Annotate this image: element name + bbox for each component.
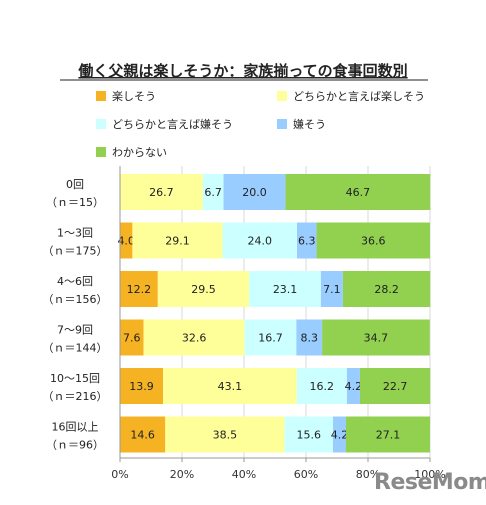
bar-segment-1-3	[202, 174, 224, 210]
category-n-3: （ｎ＝156）	[43, 293, 108, 306]
legend-label-1: 楽しそう	[112, 90, 156, 103]
data-label-2-5: 36.6	[361, 235, 386, 248]
bar-segment-5-2	[163, 368, 297, 404]
x-tick-label-1: 20%	[170, 468, 194, 481]
x-tick-label-5: 100%	[414, 468, 445, 481]
data-label-5-1: 13.9	[129, 380, 154, 393]
watermark-logo: ReseMom	[374, 470, 486, 495]
bar-segment-2-5	[316, 222, 430, 259]
bar-segment-4-3	[244, 319, 297, 356]
data-label-4-5: 34.7	[364, 332, 389, 345]
data-label-1-5: 46.7	[346, 186, 371, 199]
x-tick-label-0: 0%	[111, 468, 128, 481]
bar-segment-5-5	[359, 368, 431, 404]
bars: 26.7 6.7 20.0 46.7 4.0 29.1 24.0 6.3 36.6 12.2 29.…	[117, 174, 431, 453]
category-n-1: （ｎ＝15）	[46, 196, 104, 209]
bar-segment-5-3	[296, 368, 347, 404]
data-label-3-2: 29.5	[191, 283, 216, 296]
data-label-2-2: 29.1	[165, 235, 190, 248]
legend-swatch-4	[277, 119, 287, 129]
legend-swatch-1	[96, 91, 106, 101]
data-label-4-1: 7.6	[123, 332, 141, 345]
category-n-4: （ｎ＝144）	[43, 342, 108, 355]
legend-label-2: どちらかと言えば楽しそう	[293, 90, 425, 103]
legend-label-3: どちらかと言えば嫌そう	[112, 117, 233, 131]
category-n-5: （ｎ＝216）	[43, 390, 108, 403]
bar-segment-1-5	[285, 174, 431, 210]
category-label-4: 7～9回	[57, 324, 93, 337]
data-label-1-3: 6.7	[204, 186, 222, 199]
x-tick-label-3: 60%	[294, 468, 318, 481]
legend-swatch-5	[96, 147, 106, 157]
bar-segment-6-3	[284, 416, 333, 453]
data-label-5-4: 4.2	[345, 380, 363, 393]
category-n-6: （ｎ＝96）	[46, 439, 104, 452]
data-label-3-4: 7.1	[323, 283, 341, 296]
bar-segment-4-1	[120, 319, 144, 356]
bar-segment-4-2	[143, 319, 245, 356]
data-label-5-5: 22.7	[383, 380, 408, 393]
data-label-1-4: 20.0	[242, 186, 267, 199]
legend-swatch-2	[277, 91, 287, 101]
bar-segment-2-4	[297, 222, 317, 259]
data-label-1-2: 26.7	[149, 186, 174, 199]
data-label-5-2: 43.1	[218, 380, 243, 393]
bar-segment-3-3	[249, 271, 321, 307]
bar-segment-3-1	[120, 271, 158, 307]
category-label-6: 16回以上	[52, 421, 99, 434]
data-label-6-1: 14.6	[130, 429, 155, 442]
x-tick-label-2: 40%	[232, 468, 256, 481]
bar-segment-2-2	[132, 222, 223, 259]
data-label-3-3: 23.1	[273, 283, 298, 296]
data-label-3-1: 12.2	[127, 283, 152, 296]
data-label-4-3: 16.7	[258, 332, 283, 345]
x-tick-label-4: 80%	[356, 468, 380, 481]
legend-label-5: わからない	[112, 146, 167, 159]
category-label-2: 1～3回	[57, 227, 93, 240]
bar-segment-6-1	[120, 416, 166, 453]
data-label-2-1: 4.0	[117, 235, 135, 248]
category-n-2: （ｎ＝175）	[43, 245, 108, 258]
legend-swatch-3	[96, 119, 106, 129]
bar-segment-3-4	[320, 271, 343, 307]
bar-segment-4-5	[322, 319, 430, 356]
data-label-2-3: 24.0	[248, 235, 273, 248]
bar-segment-1-2	[120, 174, 203, 210]
bar-segment-2-3	[222, 222, 298, 259]
data-label-6-5: 27.1	[376, 429, 401, 442]
bar-segment-5-4	[346, 368, 360, 404]
bar-segment-5-1	[120, 368, 164, 404]
data-label-6-2: 38.5	[213, 429, 238, 442]
category-label-1: 0回	[66, 178, 84, 191]
category-label-5: 10～15回	[50, 372, 100, 385]
bar-segment-3-5	[342, 271, 431, 307]
bar-segment-3-2	[157, 271, 250, 307]
data-label-3-5: 28.2	[374, 283, 399, 296]
category-labels: 0回 （ｎ＝15） 1～3回 （ｎ＝175） 4～6回 （ｎ＝156） 7～9回 （ｎ＝144…	[43, 178, 108, 452]
data-label-4-2: 32.6	[182, 332, 207, 345]
chart-title: 働く父親は楽しそうか：家族揃っての食事回数別	[77, 62, 407, 80]
bar-segment-6-2	[165, 416, 285, 453]
category-label-3: 4～6回	[57, 275, 93, 288]
bar-segment-6-5	[345, 416, 430, 453]
data-label-2-4: 6.3	[298, 235, 316, 248]
bar-segment-6-4	[332, 416, 346, 453]
data-label-6-3: 15.6	[297, 429, 322, 442]
bar-segment-2-1	[120, 222, 133, 259]
legend-label-4: 嫌そう	[293, 117, 326, 131]
data-label-5-3: 16.2	[310, 380, 335, 393]
bar-segment-1-4	[223, 174, 286, 210]
x-axis: 0% 20% 40% 60% 80% 100%	[111, 166, 446, 481]
bar-segment-4-4	[296, 319, 323, 356]
data-label-6-4: 4.2	[331, 429, 349, 442]
data-label-4-4: 8.3	[301, 332, 319, 345]
